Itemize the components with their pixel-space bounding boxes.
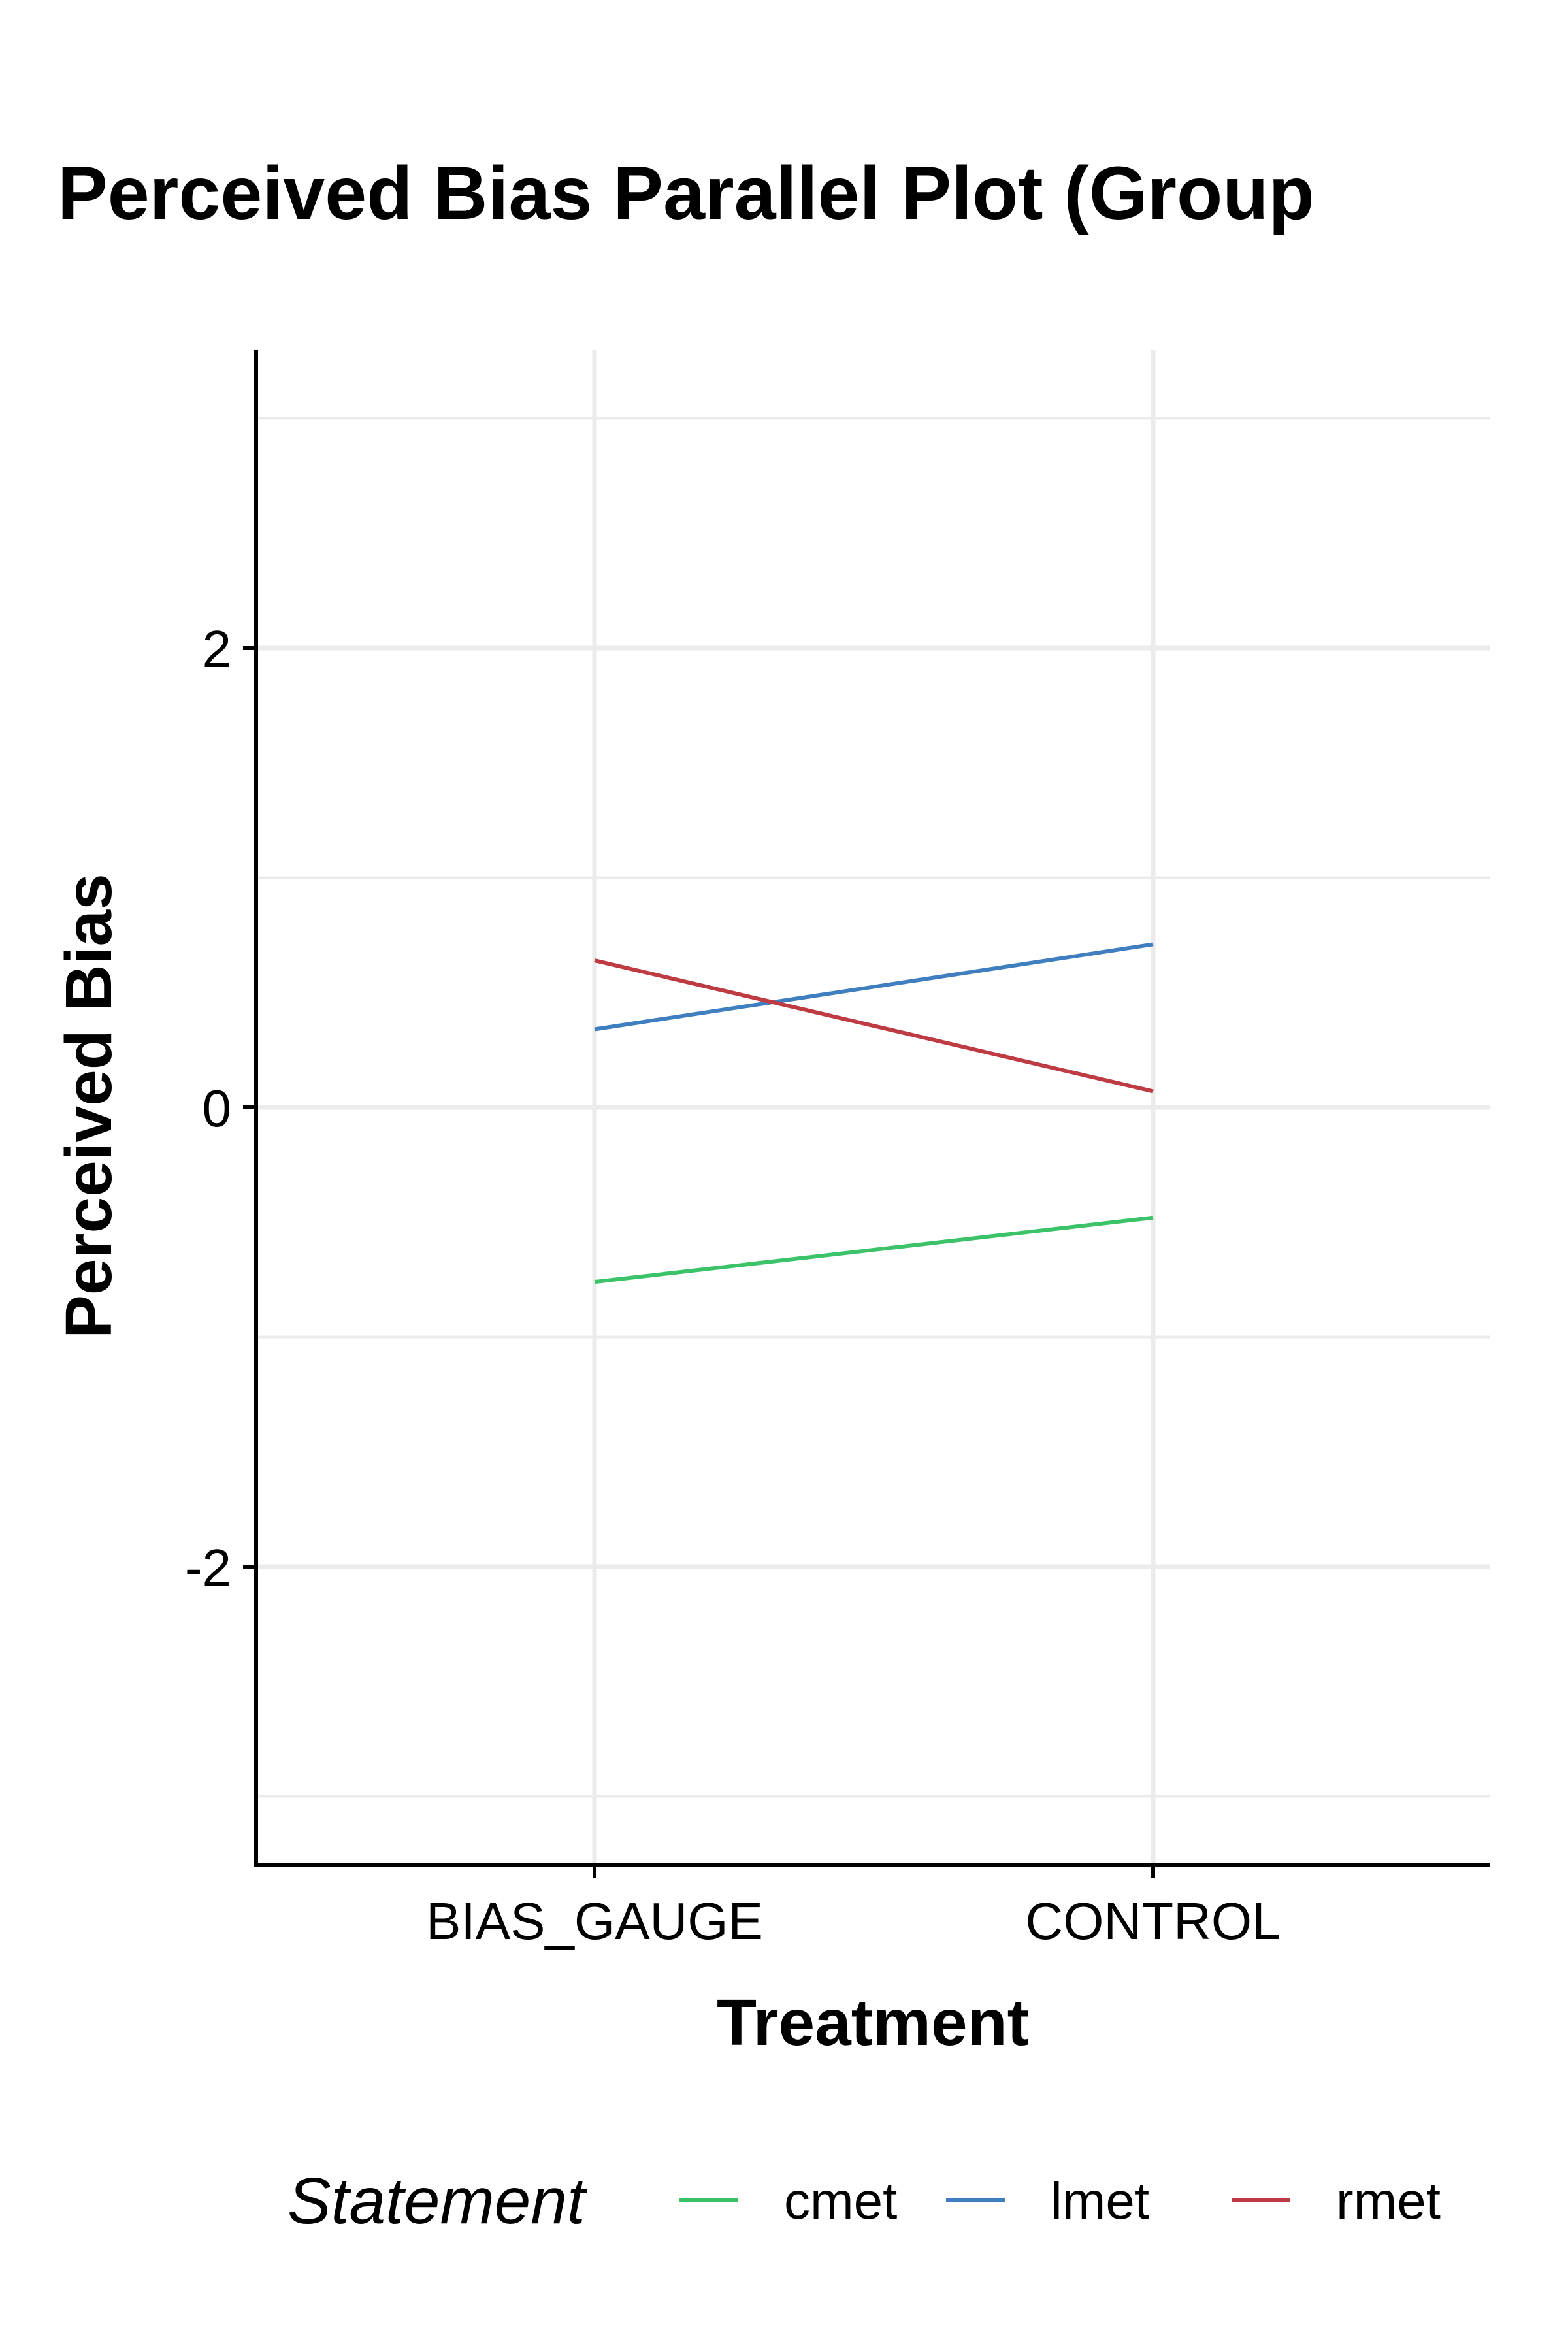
series-line-rmet — [594, 958, 1154, 1094]
legend-items: cmet lmet rmet — [679, 2172, 1441, 2230]
grid-layer — [256, 350, 1490, 1865]
legend-label: cmet — [784, 2172, 897, 2230]
y-tick-label: -2 — [185, 1539, 231, 1597]
y-tick-label: 2 — [203, 620, 232, 678]
legend-label: rmet — [1336, 2172, 1441, 2230]
x-tick-label: BIAS_GAUGE — [426, 1892, 763, 1950]
legend: Statement cmet lmet rmet — [287, 2164, 1441, 2238]
x-axis-title: Treatment — [717, 1986, 1029, 2059]
series-line-cmet — [594, 1215, 1154, 1284]
axes-layer: -2 0 2 BIAS_GAUGE CONTROL — [185, 350, 1490, 1950]
y-tick-label: 0 — [203, 1079, 232, 1137]
y-axis-title: Perceived Bias — [52, 874, 125, 1339]
series-layer — [594, 942, 1154, 1284]
series-line-lmet — [594, 942, 1154, 1032]
legend-item-cmet: cmet — [679, 2172, 897, 2230]
legend-item-lmet: lmet — [946, 2172, 1149, 2230]
legend-item-rmet: rmet — [1232, 2172, 1441, 2230]
chart-title: Perceived Bias Parallel Plot (Group — [57, 152, 1315, 235]
legend-title: Statement — [287, 2164, 588, 2238]
x-tick-label: CONTROL — [1025, 1892, 1281, 1950]
legend-label: lmet — [1051, 2172, 1149, 2230]
